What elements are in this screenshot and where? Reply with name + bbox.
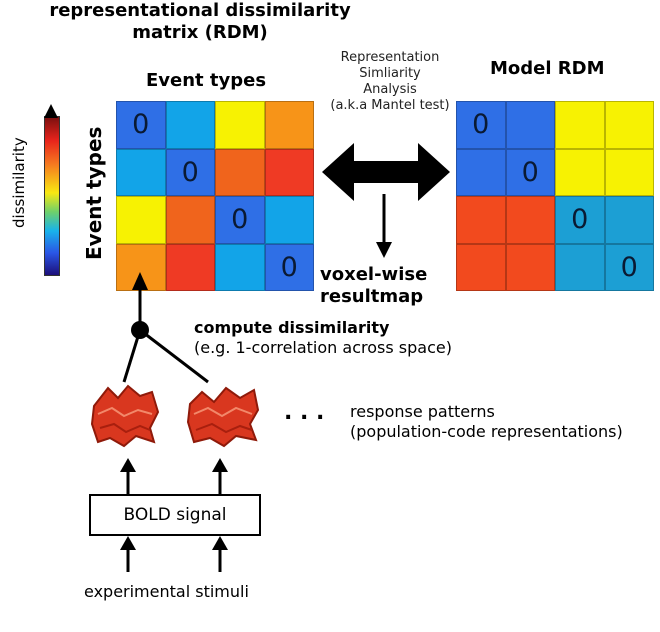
model-rdm-cell bbox=[456, 243, 506, 291]
voxel-line-2: resultmap bbox=[320, 286, 424, 307]
response-patterns-label: response patterns (population-code repre… bbox=[350, 402, 623, 442]
model-rdm-cell bbox=[505, 101, 555, 149]
model-rdm-cell: 0 bbox=[555, 196, 605, 244]
event-rdm-cell bbox=[264, 101, 314, 149]
rsa-line-4: (a.k.a Mantel test) bbox=[330, 98, 450, 113]
colorbar bbox=[44, 116, 60, 276]
rsa-line-1: Representation bbox=[340, 50, 440, 65]
event-rdm-cell bbox=[165, 196, 215, 244]
rsa-line-2: Simliarity bbox=[359, 66, 421, 81]
merge-arrows bbox=[122, 272, 209, 384]
compute-dissimilarity-label: compute dissimilarity (e.g. 1-correlatio… bbox=[194, 318, 452, 358]
ellipsis: . . . bbox=[284, 400, 325, 425]
model-rdm-header: Model RDM bbox=[490, 58, 605, 79]
double-arrow-icon bbox=[322, 143, 450, 201]
event-rdm-cell bbox=[215, 101, 265, 149]
event-rdm-cell bbox=[215, 148, 265, 196]
event-rdm-cell bbox=[264, 196, 314, 244]
event-types-side-label: Event types bbox=[82, 126, 106, 260]
response-line-2: (population-code representations) bbox=[350, 422, 623, 441]
voxel-line-1: voxel-wise bbox=[320, 264, 428, 285]
colorbar-arrow-icon bbox=[44, 104, 58, 118]
event-rdm-cell bbox=[264, 148, 314, 196]
model-rdm-cell: 0 bbox=[456, 101, 506, 149]
event-types-header: Event types bbox=[146, 70, 267, 91]
model-rdm-cell: 0 bbox=[604, 243, 654, 291]
model-rdm-cell bbox=[555, 101, 605, 149]
event-rdm-cell bbox=[215, 243, 265, 291]
model-rdm-cell bbox=[456, 148, 506, 196]
up-arrow-icon bbox=[212, 536, 228, 572]
model-rdm-cell: 0 bbox=[505, 148, 555, 196]
response-line-1: response patterns bbox=[350, 402, 495, 421]
event-rdm-cell bbox=[165, 243, 215, 291]
rsa-line-3: Analysis bbox=[363, 82, 417, 97]
response-pattern-icon bbox=[90, 384, 160, 448]
compute-title: compute dissimilarity bbox=[194, 318, 390, 337]
model-rdm-cell bbox=[505, 196, 555, 244]
response-pattern-icon bbox=[186, 386, 260, 448]
model-rdm-cell bbox=[604, 101, 654, 149]
model-rdm-cell bbox=[456, 196, 506, 244]
down-arrow-icon bbox=[376, 194, 392, 258]
voxel-wise-resultmap-label: voxel-wise resultmap bbox=[320, 264, 427, 308]
title-line-1: representational dissimilarity bbox=[49, 0, 351, 21]
event-rdm-cell: 0 bbox=[264, 243, 314, 291]
model-rdm-cell bbox=[505, 243, 555, 291]
compute-subtitle: (e.g. 1-correlation across space) bbox=[194, 338, 452, 357]
bold-signal-box: BOLD signal bbox=[89, 494, 261, 536]
experimental-stimuli-label: experimental stimuli bbox=[84, 582, 249, 601]
title-line-2: matrix (RDM) bbox=[132, 22, 268, 43]
event-rdm-cell bbox=[116, 148, 166, 196]
colorbar-label: dissimilarity bbox=[10, 137, 28, 228]
rsa-label: Representation Simliarity Analysis (a.k.… bbox=[312, 50, 468, 114]
up-arrow-icon bbox=[120, 536, 136, 572]
diagram-title: representational dissimilarity matrix (R… bbox=[0, 0, 400, 44]
event-rdm-cell: 0 bbox=[116, 101, 166, 149]
event-rdm-cell: 0 bbox=[215, 196, 265, 244]
model-rdm-cell bbox=[555, 243, 605, 291]
event-rdm-cell bbox=[165, 101, 215, 149]
model-rdm-cell bbox=[604, 196, 654, 244]
up-arrow-icon bbox=[120, 458, 136, 494]
model-rdm-cell bbox=[604, 148, 654, 196]
event-rdm-cell: 0 bbox=[165, 148, 215, 196]
event-rdm-cell bbox=[116, 196, 166, 244]
up-arrow-icon bbox=[212, 458, 228, 494]
model-rdm-cell bbox=[555, 148, 605, 196]
